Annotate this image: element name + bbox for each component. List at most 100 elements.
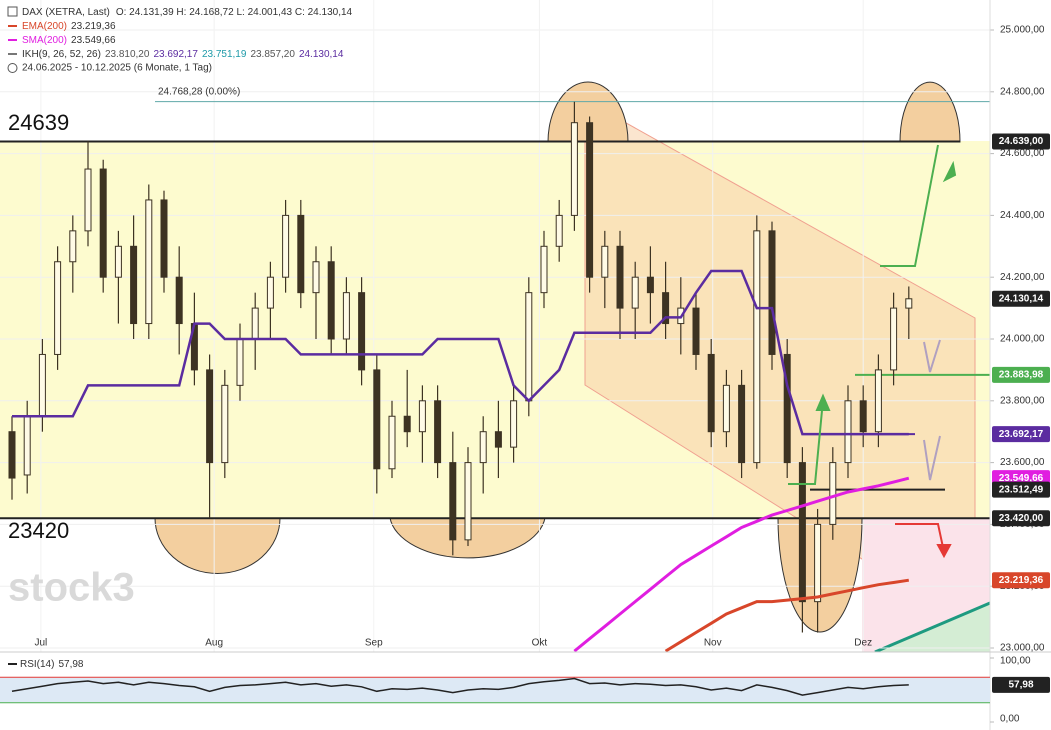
rsi-legend: RSI(14) 57,98 xyxy=(20,659,84,670)
candle-body xyxy=(145,199,153,325)
candle-body xyxy=(783,353,791,464)
candle-body xyxy=(373,369,381,470)
candle-body xyxy=(707,353,715,433)
level-annotation: 23420 xyxy=(8,518,69,543)
candle-body xyxy=(525,292,533,402)
price-tag-label: 23.219,36 xyxy=(999,575,1044,586)
watermark: stock3 xyxy=(8,566,135,610)
price-tag xyxy=(992,426,1050,443)
candle-body xyxy=(662,292,670,325)
legend-ema: EMA(200) 23.219,36 xyxy=(22,21,116,32)
y-tick-label: 23.600,00 xyxy=(1000,457,1045,468)
legend-swatch xyxy=(8,663,17,665)
price-tag-label: 23.420,00 xyxy=(999,513,1044,524)
arrows xyxy=(788,144,957,559)
legend-icon xyxy=(7,6,18,17)
candle-body xyxy=(768,230,776,355)
price-tag-label: 23.883,98 xyxy=(999,369,1044,380)
candle-body xyxy=(829,462,837,525)
candle-body xyxy=(327,261,335,340)
x-tick-label: Jul xyxy=(34,638,47,649)
candle-body xyxy=(175,276,183,325)
legend-text: 23.810,20 xyxy=(105,49,150,60)
price-tag-label: 23.549,66 xyxy=(999,473,1044,484)
legend-ikh: IKH(9, 26, 52, 26) 23.810,20 23.692,17 23.7… xyxy=(22,49,344,60)
candle-body xyxy=(494,431,502,448)
candle-body xyxy=(874,369,882,433)
y-tick-label: 25.000,00 xyxy=(1000,25,1045,36)
scenario-arrow xyxy=(788,399,824,485)
x-tick-label: Nov xyxy=(704,638,722,649)
candle-body xyxy=(434,400,442,464)
candle-body xyxy=(753,230,761,464)
price-tag xyxy=(992,133,1050,150)
candle-body xyxy=(479,431,487,464)
candle-body xyxy=(798,462,806,603)
y-tick-label: 23.000,00 xyxy=(1000,643,1045,654)
legend-sma: SMA(200) 23.549,66 xyxy=(22,35,116,46)
legend-text: 23.857,20 xyxy=(250,49,295,60)
candle-body xyxy=(99,168,107,278)
candle-body xyxy=(631,276,639,309)
candle-body xyxy=(616,245,624,309)
candle-body xyxy=(722,384,730,433)
arc xyxy=(154,517,281,574)
indicator-line xyxy=(12,269,909,436)
candle-body xyxy=(859,400,867,433)
candle-body xyxy=(510,400,518,448)
legend-text: SMA(200) xyxy=(22,35,67,46)
price-tag xyxy=(992,366,1050,383)
legend-text: 23.692,17 xyxy=(153,49,198,60)
candle-body xyxy=(586,122,594,278)
candle-body xyxy=(282,214,290,278)
legend: DAX (XETRA, Last) O: 24.131,39 H: 24.168,… xyxy=(7,6,353,74)
legend-text: 23.751,19 xyxy=(202,49,247,60)
candle-body xyxy=(464,462,472,541)
candle-body xyxy=(160,199,168,278)
price-tag-label: 57,98 xyxy=(1008,680,1033,691)
candle-body xyxy=(540,245,548,294)
candle-body xyxy=(570,122,578,216)
legend-swatch xyxy=(8,39,17,41)
level-annotation: 24639 xyxy=(8,110,69,135)
candle-body xyxy=(130,245,138,325)
x-tick-label: Dez xyxy=(854,638,872,649)
legend-text: RSI(14) xyxy=(20,659,54,670)
candle-body xyxy=(312,261,320,294)
indicator-line xyxy=(573,476,910,652)
candle-body xyxy=(555,214,563,247)
arrow-head xyxy=(942,160,957,183)
y-tick-label: 24.600,00 xyxy=(1000,148,1045,159)
legend-instrument: DAX (XETRA, Last) O: 24.131,39 H: 24.168,… xyxy=(22,7,353,18)
rsi-tick-label: 0,00 xyxy=(1000,714,1020,725)
legend-text: 24.130,14 xyxy=(299,49,344,60)
scenario-arrow xyxy=(880,144,939,267)
candle-body xyxy=(342,292,350,340)
legend-text: 23.219,36 xyxy=(71,21,116,32)
candle-body xyxy=(38,353,46,417)
scenario-arrow xyxy=(923,435,941,481)
price-tag xyxy=(992,572,1050,589)
candle-body xyxy=(266,276,274,309)
candle-body xyxy=(844,400,852,464)
x-tick-label: Sep xyxy=(365,638,383,649)
legend-text: O: 24.131,39 H: 24.168,72 L: 24.001,43 C… xyxy=(116,7,353,18)
indicator-line xyxy=(664,578,910,652)
legend-icon xyxy=(7,63,18,73)
y-tick-label: 24.800,00 xyxy=(1000,86,1045,97)
arrow-head xyxy=(936,544,952,559)
price-tag xyxy=(992,510,1050,527)
legend-swatch xyxy=(8,53,17,55)
price-tag-label: 23.512,49 xyxy=(999,484,1044,495)
scenario-arrow xyxy=(923,339,941,373)
candle-body xyxy=(388,415,396,470)
candle-body xyxy=(84,168,92,232)
legend-swatch xyxy=(8,25,17,27)
trend-line xyxy=(874,601,990,652)
candle-body xyxy=(905,298,913,309)
candle-body xyxy=(738,384,746,464)
price-tag-label: 24.130,14 xyxy=(999,293,1044,304)
candle-body xyxy=(206,369,214,464)
rsi-line xyxy=(11,677,909,696)
